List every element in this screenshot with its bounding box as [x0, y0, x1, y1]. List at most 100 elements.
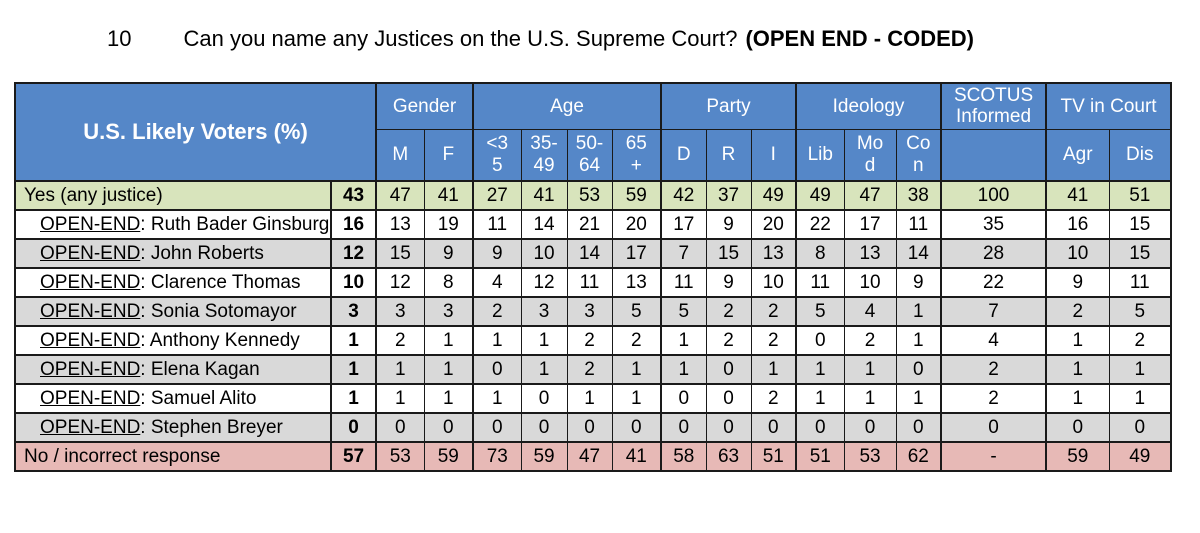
table-cell: 51 [1108, 180, 1172, 211]
table-cell: 1 [795, 383, 845, 414]
table-cell: 2 [750, 383, 797, 414]
table-cell: 37 [705, 180, 752, 211]
table-row: OPEN-END: Anthony Kennedy 1 2 1 1 1 2 2 1 2 2 0 2 1 4 1… [14, 325, 1172, 356]
table-cell: 1 [520, 354, 568, 385]
table-cell: 0 [705, 354, 752, 385]
table-cell: 49 [1108, 441, 1172, 472]
table-cell: 41 [520, 180, 568, 211]
column-header: Agr [1045, 128, 1110, 182]
table-cell: 1 [566, 383, 613, 414]
table-cell: 53 [843, 441, 897, 472]
table-cell: 0 [660, 412, 707, 443]
row-label: OPEN-END: Samuel Alito [14, 383, 332, 414]
header-sub-row: M F <3 5 35- 49 50- 64 65 + D R I Lib Mo d Co n Agr D… [15, 128, 1172, 182]
column-header: 35- 49 [520, 128, 568, 182]
open-end-prefix: OPEN-END [40, 242, 141, 264]
question-title: 10 Can you name any Justices on the U.S. … [107, 26, 974, 52]
table-cell: 1 [423, 325, 474, 356]
table-cell: 7 [660, 238, 707, 269]
table-cell: 2 [940, 354, 1047, 385]
table-cell: 19 [423, 209, 474, 240]
table-cell: 0 [472, 412, 522, 443]
table-cell: 0 [940, 412, 1047, 443]
column-header: R [705, 128, 752, 182]
table-cell: 15 [1108, 238, 1172, 269]
table-cell: 9 [895, 267, 942, 298]
table-cell: 51 [795, 441, 845, 472]
table-cell: 0 [795, 325, 845, 356]
table-cell: 1 [660, 354, 707, 385]
table-cell: 2 [1045, 296, 1110, 327]
table-cell: 5 [1108, 296, 1172, 327]
open-end-prefix: OPEN-END [40, 416, 141, 438]
table-cell: 5 [611, 296, 662, 327]
table-cell: 14 [895, 238, 942, 269]
table-cell: 59 [611, 180, 662, 211]
table-cell: 0 [520, 383, 568, 414]
table-cell: 20 [750, 209, 797, 240]
table-cell: 21 [566, 209, 613, 240]
table-cell: 17 [660, 209, 707, 240]
table-cell: 12 [520, 267, 568, 298]
table-cell: 2 [472, 296, 522, 327]
column-header: Lib [795, 128, 845, 182]
table-cell: 2 [705, 325, 752, 356]
table-cell: - [940, 441, 1047, 472]
table-cell: 15 [1108, 209, 1172, 240]
question-suffix: (OPEN END - CODED) [745, 26, 974, 51]
table-cell: 2 [750, 296, 797, 327]
table-cell: 1 [423, 383, 474, 414]
column-group-header: TV in Court [1045, 82, 1172, 130]
table-cell: 38 [895, 180, 942, 211]
table-cell: 9 [472, 238, 522, 269]
table-cell: 53 [375, 441, 425, 472]
table-row: Yes (any justice) 43 47 41 27 41 53 59 42 37 49 49 4… [14, 180, 1172, 211]
table-cell: 0 [705, 383, 752, 414]
total-cell: 1 [329, 383, 377, 414]
column-header: I [750, 128, 797, 182]
table-cell: 3 [566, 296, 613, 327]
table-cell: 1 [472, 325, 522, 356]
table-cell: 1 [375, 383, 425, 414]
table-cell: 15 [705, 238, 752, 269]
table-row: OPEN-END: Clarence Thomas 10 12 8 4 12 11 13 11 9… [14, 267, 1172, 298]
table-cell: 10 [1045, 238, 1110, 269]
total-cell: 3 [329, 296, 377, 327]
table-cell: 1 [611, 354, 662, 385]
total-cell: 12 [329, 238, 377, 269]
table-cell: 28 [940, 238, 1047, 269]
table-cell: 0 [423, 412, 474, 443]
table-cell: 11 [472, 209, 522, 240]
column-header: Co n [895, 128, 942, 182]
table-cell: 13 [375, 209, 425, 240]
table-cell: 58 [660, 441, 707, 472]
column-group-header: Gender [375, 82, 474, 130]
table-cell: 1 [795, 354, 845, 385]
column-header: M [375, 128, 425, 182]
table-cell: 1 [1045, 325, 1110, 356]
table-cell: 9 [423, 238, 474, 269]
table-cell: 0 [472, 354, 522, 385]
open-end-prefix: OPEN-END [40, 358, 141, 380]
table-cell: 10 [520, 238, 568, 269]
table-cell: 2 [566, 354, 613, 385]
table-cell: 2 [750, 325, 797, 356]
table-cell: 59 [423, 441, 474, 472]
header-group-row: U.S. Likely Voters (%) Gender Age Party Ide… [14, 82, 1172, 182]
table-cell: 1 [611, 383, 662, 414]
table-cell: 12 [375, 267, 425, 298]
total-cell: 16 [329, 209, 377, 240]
table-cell: 59 [1045, 441, 1110, 472]
table-cell: 63 [705, 441, 752, 472]
table-row: OPEN-END: Samuel Alito 1 1 1 1 0 1 1 0 0 2 1 1 1 2 1 1 [14, 383, 1172, 414]
table-cell: 3 [423, 296, 474, 327]
table-cell: 1 [472, 383, 522, 414]
table-row: OPEN-END: Elena Kagan 1 1 1 0 1 2 1 1 0 1 1 1 0 2 1 1 [14, 354, 1172, 385]
column-header: Mo d [843, 128, 897, 182]
table-cell: 49 [750, 180, 797, 211]
table-cell: 10 [750, 267, 797, 298]
table-cell: 9 [1045, 267, 1110, 298]
table-cell: 13 [611, 267, 662, 298]
table-cell: 1 [843, 383, 897, 414]
crosstab-table: U.S. Likely Voters (%) Gender Age Party Ide… [14, 82, 1173, 472]
